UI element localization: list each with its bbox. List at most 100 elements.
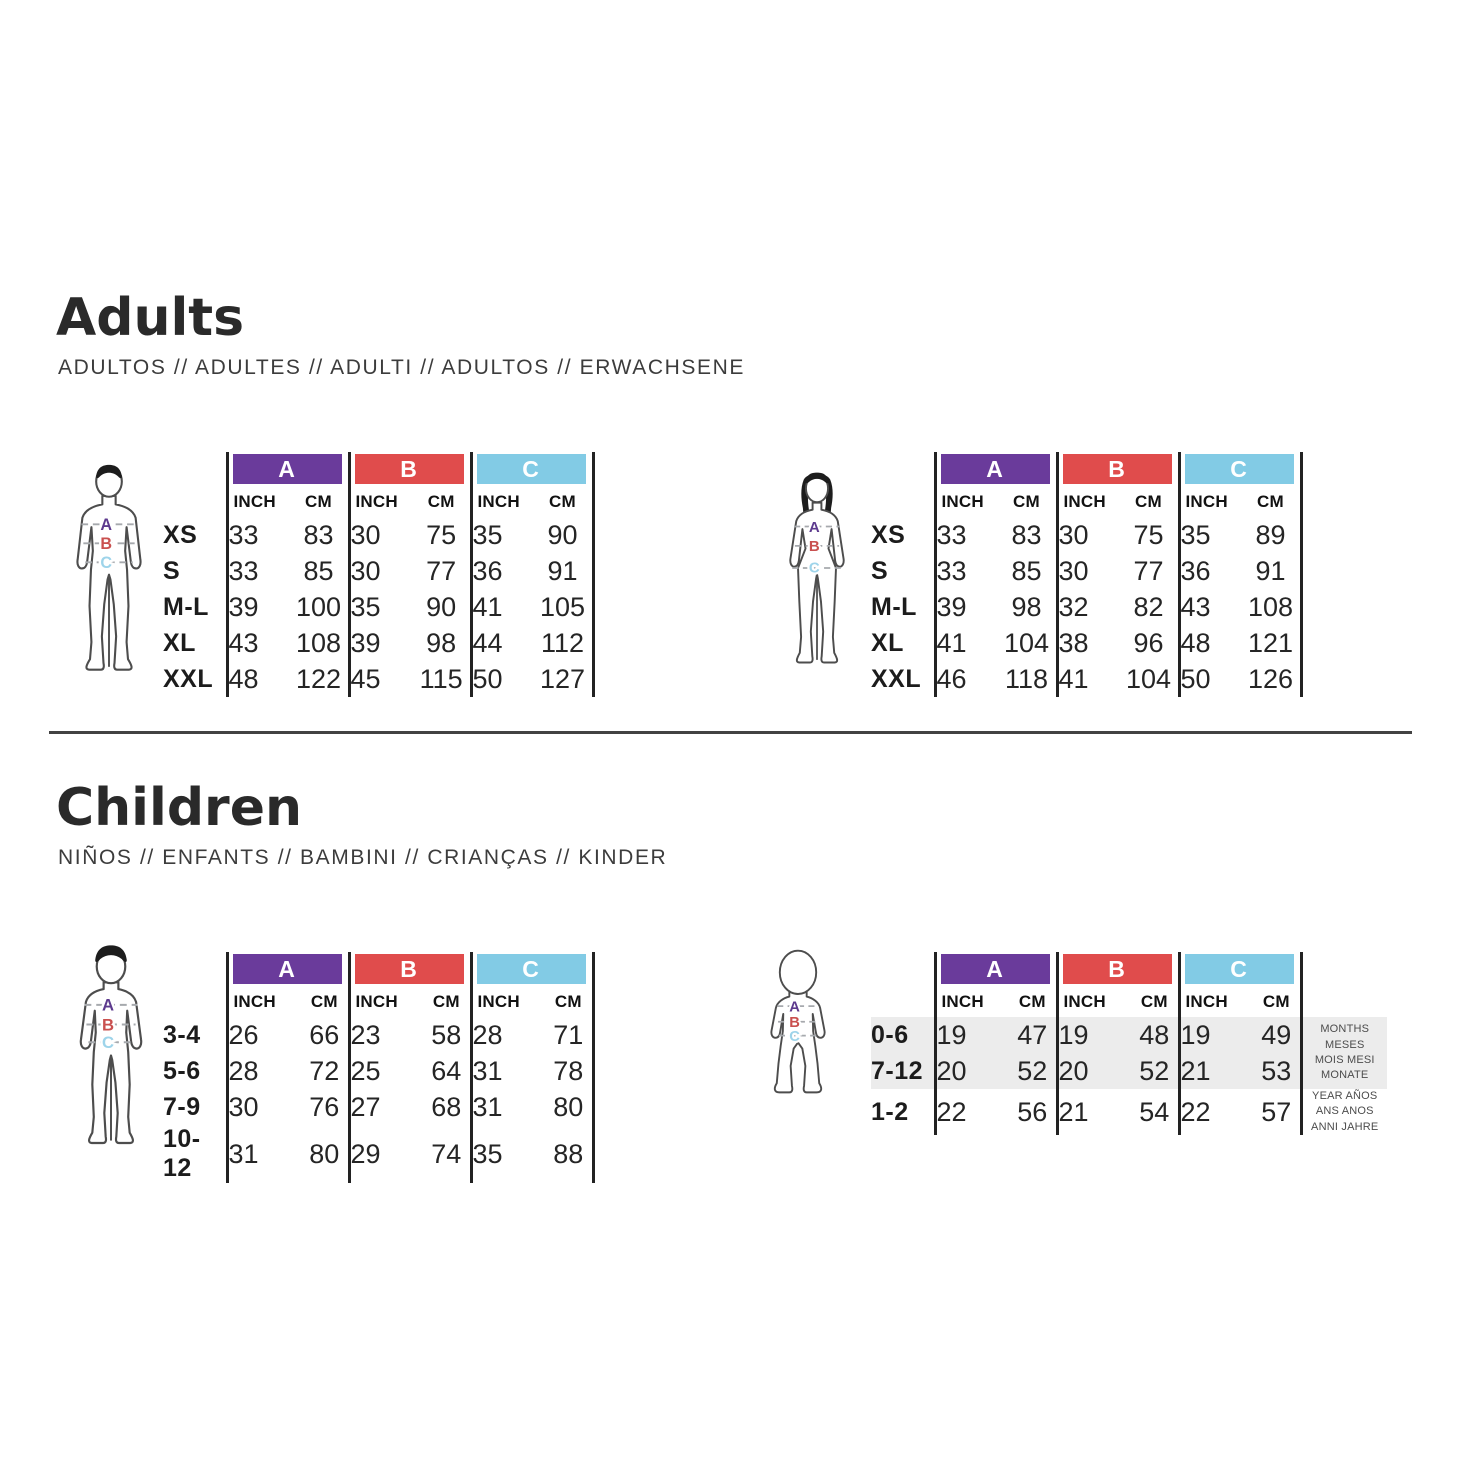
value-cell: 48 [1131, 1017, 1179, 1053]
value-cell: 28 [225, 1053, 302, 1089]
group-header-cell: B [1055, 452, 1179, 486]
value-cell: 56 [1017, 1096, 1048, 1127]
unit-header-cm: CM [432, 991, 460, 1011]
size-label: XL [871, 628, 904, 657]
value-cell: 104 [1003, 627, 1049, 658]
unit-header-inch: INCH [469, 486, 534, 517]
group-header-c: C [1184, 454, 1294, 484]
baby-label-b: B [789, 1015, 800, 1031]
value-cell: 74 [431, 1138, 462, 1169]
unit-header-inch: INCH [1055, 486, 1120, 517]
group-header-cell: B [347, 452, 471, 486]
value-cell: 104 [1125, 663, 1171, 694]
unit-header-cm: CM [1253, 986, 1303, 1017]
value-cell: 57 [1253, 1089, 1303, 1136]
value-cell: 54 [1139, 1096, 1170, 1127]
value-cell: 49 [1253, 1017, 1303, 1053]
value-cell: 48 [225, 661, 290, 697]
value-cell: 98 [426, 627, 457, 658]
unit-header-inch: INCH [469, 986, 546, 1017]
man-label-c: C [100, 554, 112, 572]
unit-header-cm: CM [545, 986, 595, 1017]
unit-header-inch: INCH [1177, 986, 1254, 1017]
value-cell: 98 [1011, 591, 1042, 622]
value-cell: 19 [1177, 1017, 1254, 1053]
size-col-spacer [871, 452, 935, 486]
unit-header-cm: CM [310, 991, 338, 1011]
value-cell: 41 [1055, 661, 1120, 697]
note-spacer [1301, 986, 1387, 1017]
size-label: 10-12 [163, 1125, 201, 1182]
value-cell: 75 [1133, 519, 1164, 550]
value-cell: 39 [225, 589, 290, 625]
value-cell: 46 [933, 661, 998, 697]
value-cell: 26 [225, 1017, 302, 1053]
size-col-spacer [163, 986, 227, 1017]
value-cell: 32 [1055, 589, 1120, 625]
value-cell: 27 [347, 1089, 424, 1125]
woman-figure: A B C [789, 472, 845, 664]
group-header-a: A [232, 454, 342, 484]
value-cell: 68 [431, 1091, 462, 1122]
size-table-grid: A B C INCH CM INCH CM INCH CM XS 33 83 30 75 35 90 S 33 85… [163, 452, 595, 697]
group-header-cell: B [347, 952, 471, 986]
value-cell: 72 [309, 1055, 340, 1086]
value-cell: 20 [1055, 1053, 1132, 1089]
size-label: M-L [871, 592, 917, 621]
size-label: 1-2 [871, 1097, 909, 1126]
child-hair [95, 945, 127, 962]
section-divider [49, 731, 1412, 734]
value-cell: 28 [469, 1017, 546, 1053]
value-cell: 35 [347, 589, 413, 625]
value-cell: 30 [225, 1089, 302, 1125]
value-cell: 35 [469, 1125, 546, 1183]
size-label: XXL [163, 664, 214, 693]
baby-size-table: A B C INCH CM INCH CM INCH CM 0-6 19 47 19 48 19 49 MONT… [871, 952, 1387, 1136]
value-cell: 52 [1009, 1053, 1057, 1089]
value-cell: 89 [1241, 517, 1303, 553]
unit-header-inch: INCH [1055, 986, 1132, 1017]
value-cell: 78 [545, 1053, 595, 1089]
child-label-b: B [102, 1015, 114, 1034]
unit-header-cm: CM [1013, 491, 1040, 511]
size-label: XS [163, 520, 198, 549]
size-table-grid: A B C INCH CM INCH CM INCH CM 0-6 19 47 19 48 19 49 MONT… [871, 952, 1387, 1136]
baby-body-outline [770, 990, 826, 1094]
value-cell: 44 [469, 625, 534, 661]
unit-header-cm: CM [1241, 486, 1303, 517]
size-label: XL [163, 628, 196, 657]
value-cell: 52 [1131, 1053, 1179, 1089]
value-cell: 66 [309, 1019, 340, 1050]
value-cell: 30 [347, 553, 413, 589]
unit-header-cm: CM [533, 486, 595, 517]
value-cell: 31 [469, 1053, 546, 1089]
unit-header-inch: INCH [1177, 486, 1242, 517]
baby-label-a: A [789, 999, 800, 1015]
value-cell: 58 [431, 1019, 462, 1050]
woman-label-b: B [809, 538, 820, 555]
value-cell: 36 [469, 553, 534, 589]
group-header-cell: A [225, 952, 349, 986]
value-cell: 91 [1241, 553, 1303, 589]
note-cell: MONTHS MESES MOIS MESI MONATE [1301, 1017, 1387, 1089]
size-label: 7-12 [871, 1053, 935, 1089]
size-label: 3-4 [163, 1020, 201, 1049]
value-cell: 50 [469, 661, 534, 697]
value-cell: 19 [1055, 1017, 1132, 1053]
group-header-cell: C [469, 452, 595, 486]
size-table-grid: A B C INCH CM INCH CM INCH CM XS 33 83 30 75 35 89 S 33 85… [871, 452, 1303, 697]
value-cell: 36 [1177, 553, 1242, 589]
group-header-cell: A [933, 452, 1057, 486]
unit-header-cm: CM [1135, 491, 1162, 511]
group-header-c: C [1184, 954, 1294, 984]
size-col-spacer [871, 986, 935, 1017]
value-cell: 30 [1055, 553, 1120, 589]
children-section-title: Children [56, 778, 302, 838]
group-header-c: C [476, 454, 586, 484]
value-cell: 85 [1011, 555, 1042, 586]
adults-section-subtitle: ADULTOS // ADULTES // ADULTI // ADULTOS … [58, 356, 745, 379]
size-col-spacer [871, 486, 935, 517]
group-header-b: B [354, 454, 464, 484]
child-label-c: C [102, 1033, 114, 1052]
